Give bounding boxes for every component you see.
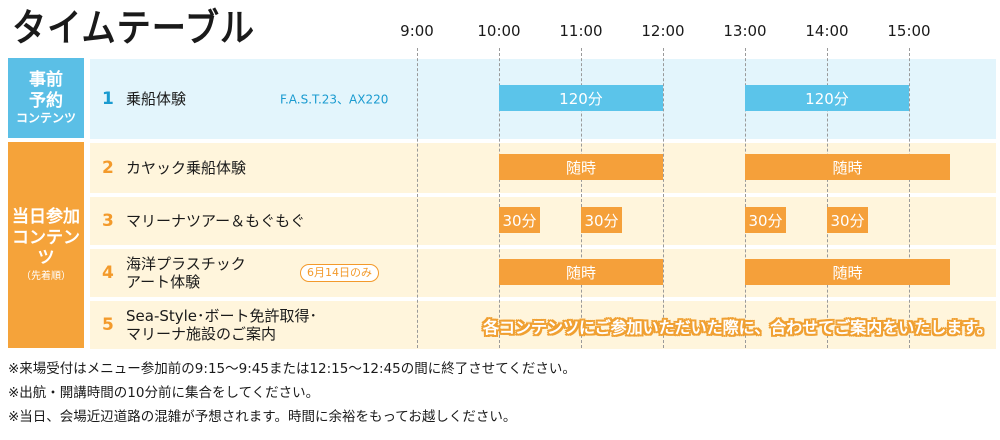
timeline-bar: 随時 [499,259,663,285]
row-label: マリーナツアー＆もぐもぐ [126,212,305,230]
timetable-row: 4 海洋プラスチック アート体験 6月14日のみ [90,248,996,298]
footnote: ※出航・開講時間の10分前に集合をしてください。 [8,385,320,401]
axis-tick-label: 9:00 [400,22,434,40]
row-label-line: 海洋プラスチック [126,255,246,273]
footnote: ※来場受付はメニュー参加前の9:15～9:45または12:15～12:45の間に… [8,361,576,377]
gridline [909,48,910,348]
bar-label: 随時 [565,263,596,282]
group-header-same-day: 当日参加 コンテンツ （先着順） [8,142,84,348]
bar-label: 随時 [832,263,863,282]
bar-label: 30分 [502,211,537,230]
timeline-bar: 随時 [745,259,950,285]
timeline-bar: 30分 [581,207,622,233]
page-title: タイムテーブル [12,6,255,50]
axis-tick-label: 12:00 [641,22,685,40]
info-banner: 各コンテンツにご参加いただいた際に、合わせてご案内をいたします。 [483,318,993,337]
bar-label: 随時 [832,158,863,177]
row-label-line: マリーナ施設のご案内 [126,325,277,343]
bar-label: 30分 [584,211,619,230]
timeline-bar: 120分 [745,85,909,111]
row-label-line: カヤック乗船体験 [126,159,247,177]
timeline-bar: 30分 [827,207,868,233]
row-label: カヤック乗船体験 [126,159,246,177]
bar-label: 30分 [830,211,865,230]
group-note: （先着順） [21,270,71,282]
timeline-bar: 30分 [499,207,540,233]
timeline-bar: 随時 [745,154,950,180]
timeline-bar: 30分 [745,207,786,233]
date-badge: 6月14日のみ [300,264,379,282]
bar-label: 120分 [559,89,603,108]
timetable-row: 5 Sea-Style･ボート免許取得･ マリーナ施設のご案内 [90,300,996,350]
group-title-line: 当日参加 [12,207,80,228]
row-label-line: アート体験 [126,273,201,291]
group-title-line: 予約 [29,90,63,111]
group-title-line: 事前 [29,70,63,91]
gridline [581,48,582,348]
axis-tick-label: 10:00 [477,22,521,40]
gridline [827,48,828,348]
group-subtitle: コンテンツ [15,111,76,126]
row-label-line: 乗船体験 [126,90,187,108]
row-label-line: マリーナツアー＆もぐもぐ [126,212,306,230]
gridline [745,48,746,348]
axis-tick-label: 11:00 [559,22,603,40]
row-label: 海洋プラスチック アート体験 [126,255,246,291]
group-header-pre-reservation: 事前 予約 コンテンツ [8,58,84,138]
row-label: Sea-Style･ボート免許取得･ マリーナ施設のご案内 [126,307,317,343]
footnote: ※当日、会場近辺道路の混雑が予想されます。時間に余裕をもってお越しください。 [8,409,517,425]
gridline [499,48,500,348]
timeline-bar: 120分 [499,85,663,111]
axis-tick-label: 13:00 [723,22,767,40]
bar-label: 120分 [805,89,849,108]
group-subtitle: コンテンツ [12,227,80,269]
row-number: 2 [102,158,114,178]
gridline [663,48,664,348]
row-label: 乗船体験 [126,90,186,108]
axis-tick-label: 14:00 [805,22,849,40]
axis-tick-label: 15:00 [887,22,931,40]
row-sublabel: F.A.S.T.23、AX220 [280,92,389,107]
row-number: 3 [102,211,114,231]
row-number: 1 [102,89,114,109]
row-number: 5 [102,315,114,335]
row-number: 4 [102,263,114,283]
bar-label: 30分 [748,211,783,230]
gridline [417,48,418,348]
bar-label: 随時 [565,158,596,177]
row-label-line: Sea-Style･ボート免許取得･ [126,307,318,325]
timeline-bar: 随時 [499,154,663,180]
